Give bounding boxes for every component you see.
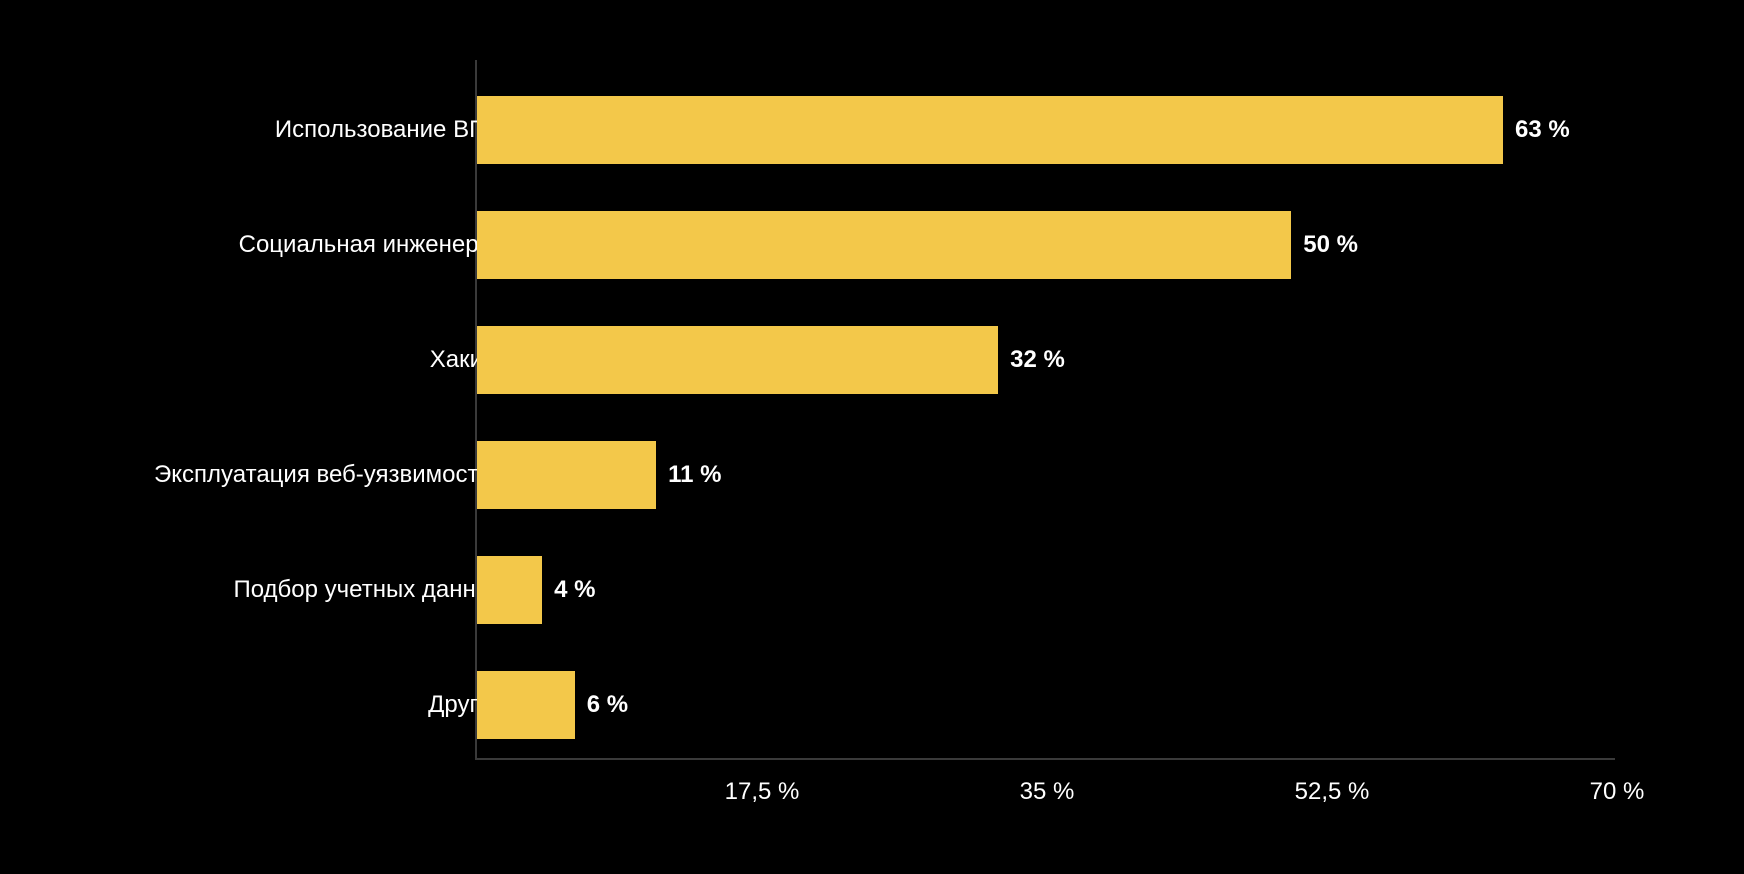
bar: [477, 556, 542, 624]
bar: [477, 211, 1291, 279]
x-tick-label: 70 %: [1590, 778, 1645, 806]
bar: [477, 441, 656, 509]
value-label: 11 %: [668, 461, 721, 489]
value-label: 4 %: [554, 576, 595, 604]
bar: [477, 671, 575, 739]
x-tick-label: 17,5 %: [725, 778, 800, 806]
x-tick-label: 35 %: [1020, 778, 1075, 806]
plot-area: [475, 60, 1615, 760]
category-label: Использование ВПО: [275, 116, 505, 144]
value-label: 32 %: [1010, 346, 1065, 374]
bar: [477, 326, 998, 394]
x-tick-label: 52,5 %: [1295, 778, 1370, 806]
category-label: Подбор учетных данных: [233, 576, 505, 604]
category-label: Эксплуатация веб-уязвимостей: [154, 461, 505, 489]
value-label: 50 %: [1303, 231, 1358, 259]
value-label: 63 %: [1515, 116, 1570, 144]
bar: [477, 96, 1503, 164]
value-label: 6 %: [587, 691, 628, 719]
category-label: Социальная инженерия: [239, 231, 505, 259]
bar-chart: Использование ВПО 63 % Социальная инженери…: [80, 60, 1660, 820]
